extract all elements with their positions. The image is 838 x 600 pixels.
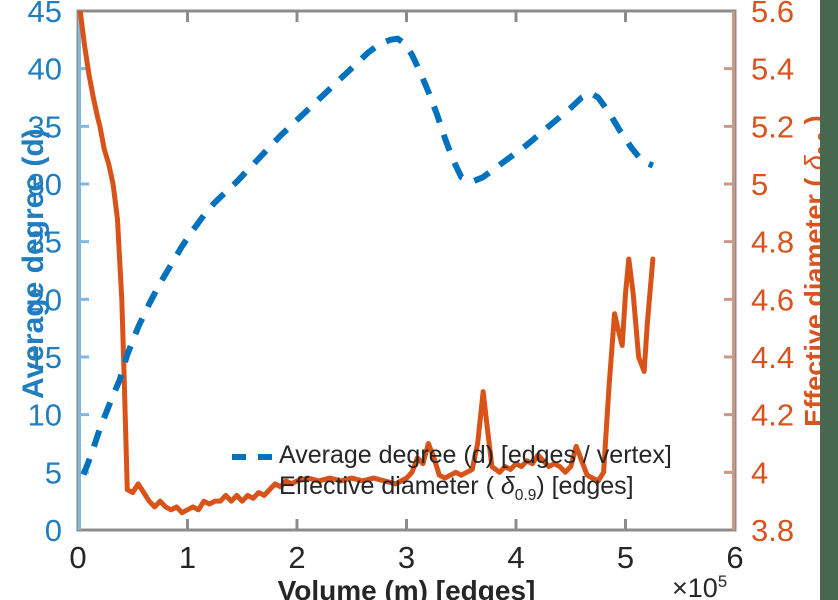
y-left-tick-label: 40	[28, 52, 62, 87]
y-axis-left-tick-labels: 0 5 10 15 20 25 30 35 40 45	[28, 0, 62, 548]
x-tick-label: 2	[288, 540, 305, 575]
y-left-tick-label: 5	[45, 455, 62, 490]
y-right-tick-label: 5.2	[751, 109, 794, 144]
legend-label-pre: Effective diameter (	[279, 472, 501, 500]
y-left-tick-label: 45	[28, 0, 62, 29]
y-left-tick-label: 25	[28, 225, 62, 260]
y-left-tick-label: 0	[45, 513, 62, 548]
y-right-tick-label: 4.8	[751, 225, 794, 260]
y-right-tick-label: 4.4	[751, 340, 794, 375]
x-axis-title: Volume (m) [edges]	[277, 575, 536, 600]
y-left-tick-label: 10	[28, 398, 62, 433]
x-axis-tick-labels: 0 1 2 3 4 5 6	[69, 540, 743, 575]
y-right-tick-label: 5	[751, 167, 768, 202]
series-line-effective-diameter	[78, 11, 656, 516]
y-left-tick-label: 20	[28, 282, 62, 317]
y-left-tick-label: 15	[28, 340, 62, 375]
legend-label-average-degree: Average degree (d) [edges / vertex]	[279, 441, 672, 469]
x-axis-ticks	[186, 11, 627, 530]
legend-label-post: ) [edges]	[536, 472, 634, 500]
y-right-tick-label: 4.6	[751, 282, 794, 317]
legend-label-subscript: 0.9	[514, 487, 537, 504]
y-right-tick-label: 4	[751, 455, 768, 490]
y-right-tick-label: 4.2	[751, 398, 794, 433]
y-right-tick-label: 5.6	[751, 0, 794, 29]
y-right-tick-label: 5.4	[751, 52, 794, 87]
right-edge-band	[820, 0, 838, 600]
x-tick-label: 3	[398, 540, 415, 575]
legend-label-effective-diameter: Effective diameter ( δ0.9) [edges]	[279, 472, 634, 505]
x-tick-label: 0	[69, 540, 86, 575]
x-axis-multiplier: ×105	[672, 572, 727, 600]
series-line-average-degree	[80, 35, 655, 476]
x-tick-label: 4	[507, 540, 524, 575]
x-tick-label: 6	[726, 540, 743, 575]
legend-label-symbol: δ	[500, 472, 515, 500]
y-right-tick-label: 3.8	[751, 513, 794, 548]
y-axis-right-tick-labels: 3.8 4 4.2 4.4 4.6 4.8 5 5.2 5.4 5.6	[751, 0, 794, 548]
y-left-tick-label: 30	[28, 167, 62, 202]
x-tick-label: 1	[179, 540, 196, 575]
y-left-tick-label: 35	[28, 109, 62, 144]
x-axis-multiplier-base: ×10	[672, 573, 718, 600]
x-axis-multiplier-exponent: 5	[717, 572, 728, 591]
x-tick-label: 5	[617, 540, 634, 575]
y-axis-left-title: Average degree (d)	[17, 128, 50, 399]
